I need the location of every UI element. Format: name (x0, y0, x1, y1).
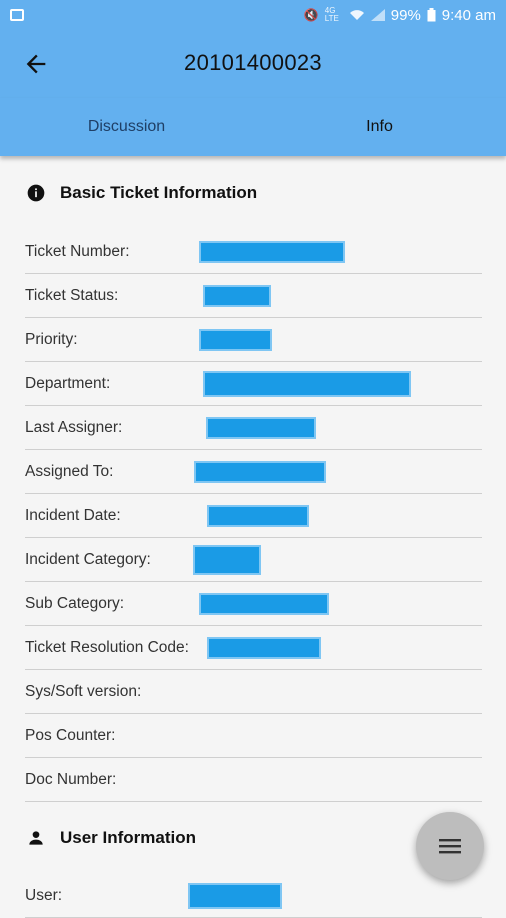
field-label: Last Assigner: (25, 418, 123, 436)
field-row-pos-counter: Pos Counter: (25, 714, 482, 758)
field-label: Department: (25, 374, 111, 392)
field-row-resolution-code: Ticket Resolution Code: (25, 626, 482, 670)
menu-fab-button[interactable] (416, 812, 484, 880)
field-label: Pos Counter: (25, 726, 116, 744)
field-row-last-assigner: Last Assigner: (25, 406, 482, 450)
redacted-value (199, 328, 272, 351)
battery-percent: 99% (390, 6, 421, 24)
field-row-sys-soft-version: Sys/Soft version: (25, 670, 482, 714)
field-row-assigned-to: Assigned To: (25, 450, 482, 494)
field-row-priority: Priority: (25, 318, 482, 362)
person-icon (29, 831, 43, 845)
field-label: Ticket Resolution Code: (25, 638, 189, 656)
menu-icon (439, 839, 461, 854)
redacted-value (206, 416, 316, 439)
battery-icon (427, 8, 436, 22)
field-label: Priority: (25, 330, 78, 348)
field-row-ticket-number: Ticket Number: (25, 230, 482, 274)
redacted-value (194, 460, 326, 483)
mute-icon: 🔇 (303, 8, 319, 22)
redacted-value (203, 370, 411, 397)
status-bar: 🔇 4G LTE 99% 9:40 am (0, 0, 506, 30)
field-label: Sub Category: (25, 594, 125, 612)
tab-info[interactable]: Info (366, 118, 393, 135)
field-label: Sys/Soft version: (25, 682, 142, 700)
page-title: 20101400023 (184, 50, 322, 75)
redacted-value (207, 636, 321, 659)
wifi-icon (349, 10, 364, 20)
field-label: Assigned To: (25, 462, 114, 480)
tab-bar: Discussion Info (0, 98, 506, 156)
field-row-incident-date: Incident Date: (25, 494, 482, 538)
field-label: Incident Category: (25, 550, 151, 568)
redacted-value (188, 882, 282, 909)
app-bar: 20101400023 (0, 30, 506, 98)
signal-icon (370, 9, 385, 21)
field-row-ticket-status: Ticket Status: (25, 274, 482, 318)
network-label: 4G LTE (324, 6, 339, 23)
info-icon (27, 184, 45, 202)
field-label: Ticket Status: (25, 286, 119, 304)
field-label: Ticket Number: (25, 242, 130, 260)
gallery-icon (10, 9, 24, 21)
redacted-value (207, 504, 309, 527)
user-info-section-header: User Information (0, 802, 506, 874)
field-row-doc-number: Doc Number: (25, 758, 482, 802)
redacted-value (199, 240, 345, 263)
clock: 9:40 am (441, 6, 496, 24)
back-arrow-icon[interactable] (22, 50, 50, 78)
info-content: Basic Ticket Information Ticket Number: … (0, 156, 506, 918)
field-label: User: (25, 886, 63, 904)
field-row-user: User: (25, 874, 482, 918)
basic-ticket-section-header: Basic Ticket Information (0, 156, 506, 230)
redacted-value (199, 592, 329, 615)
field-label: Incident Date: (25, 506, 121, 524)
redacted-value (193, 544, 261, 575)
section-title: Basic Ticket Information (60, 183, 258, 202)
redacted-value (203, 284, 271, 307)
section-title: User Information (60, 828, 197, 847)
tab-discussion[interactable]: Discussion (87, 118, 166, 135)
field-row-department: Department: (25, 362, 482, 406)
field-row-sub-category: Sub Category: (25, 582, 482, 626)
field-row-incident-category: Incident Category: (25, 538, 482, 582)
field-label: Doc Number: (25, 770, 117, 788)
